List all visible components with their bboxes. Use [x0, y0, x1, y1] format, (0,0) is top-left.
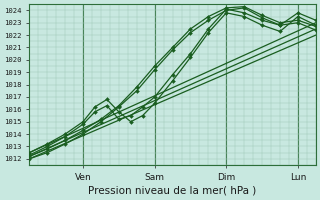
- X-axis label: Pression niveau de la mer( hPa ): Pression niveau de la mer( hPa ): [88, 186, 257, 196]
